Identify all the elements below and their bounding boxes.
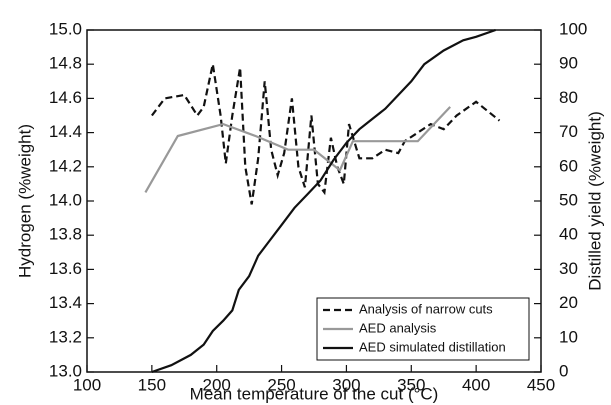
y2-tick-label: 60 — [559, 156, 578, 175]
y-tick-label: 13.6 — [49, 259, 82, 278]
x-tick-label: 150 — [138, 375, 166, 394]
y2-tick-label: 0 — [559, 361, 568, 380]
y-tick-label: 13.4 — [49, 293, 82, 312]
y2-tick-label: 30 — [559, 259, 578, 278]
y-tick-label: 15.0 — [49, 19, 82, 38]
data-line — [151, 28, 496, 374]
y-axis-label: Hydrogen (%weight) — [15, 124, 34, 278]
x-tick-label: 100 — [73, 375, 101, 394]
x-tick-label: 400 — [462, 375, 490, 394]
y-tick-label: 14.4 — [49, 122, 82, 141]
data-line — [151, 63, 501, 205]
y2-tick-label: 40 — [559, 225, 578, 244]
data-line — [144, 106, 451, 193]
legend-label: AED analysis — [359, 320, 437, 335]
legend-label: Analysis of narrow cuts — [359, 301, 493, 316]
x-axis-label: Mean temperature of the cut (°C) — [190, 384, 439, 403]
y2-tick-label: 50 — [559, 190, 578, 209]
y2-tick-label: 90 — [559, 54, 578, 73]
y2-tick-label: 10 — [559, 327, 578, 346]
y2-tick-label: 20 — [559, 293, 578, 312]
y-tick-label: 13.8 — [49, 225, 82, 244]
y2-tick-label: 70 — [559, 122, 578, 141]
y2-tick-label: 80 — [559, 88, 578, 107]
y-tick-label: 14.6 — [49, 88, 82, 107]
y-tick-label: 13.0 — [49, 361, 82, 380]
x-tick-label: 200 — [203, 375, 231, 394]
x-tick-label: 250 — [267, 375, 295, 394]
legend-label: AED simulated distillation — [359, 339, 506, 354]
y-tick-label: 14.2 — [49, 156, 82, 175]
x-tick-label: 450 — [527, 375, 555, 394]
y-tick-label: 14.8 — [49, 54, 82, 73]
y-tick-label: 13.2 — [49, 327, 82, 346]
x-tick-label: 300 — [332, 375, 360, 394]
y2-tick-label: 100 — [559, 19, 587, 38]
y-tick-label: 14.0 — [49, 190, 82, 209]
x-tick-label: 350 — [397, 375, 425, 394]
y2-axis-label: Distilled yield (%weight) — [585, 111, 604, 291]
